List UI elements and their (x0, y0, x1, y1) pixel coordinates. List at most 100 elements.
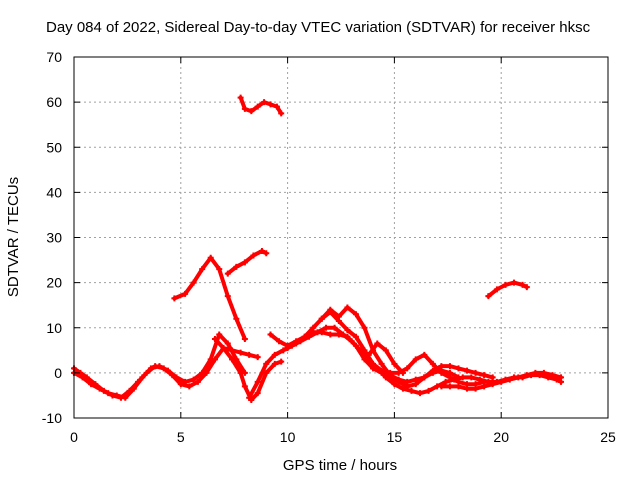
data-point (156, 363, 163, 370)
data-point (207, 356, 214, 363)
y-tick-label: 40 (46, 184, 62, 200)
data-point (455, 374, 462, 381)
data-point (370, 360, 377, 367)
data-point (429, 369, 436, 376)
data-point (523, 284, 530, 291)
data-point (267, 331, 274, 338)
data-point (399, 385, 406, 392)
data-point (254, 390, 261, 397)
data-point (177, 381, 184, 388)
data-point (361, 347, 368, 354)
data-point (186, 383, 193, 390)
y-tick-label: 20 (46, 275, 62, 291)
data-point (425, 387, 432, 394)
data-point (391, 381, 398, 388)
data-point (515, 374, 522, 381)
data-point (344, 304, 351, 311)
data-point (207, 254, 214, 261)
data-point (365, 351, 372, 358)
data-point (378, 367, 385, 374)
data-point (280, 347, 287, 354)
x-tick-label: 15 (387, 429, 403, 445)
y-tick-label: -10 (42, 410, 62, 426)
data-point (182, 290, 189, 297)
x-tick-label: 5 (177, 429, 185, 445)
x-tick-label: 0 (70, 429, 78, 445)
data-point (335, 313, 342, 320)
data-point (263, 250, 270, 257)
data-point (241, 259, 248, 266)
data-point (79, 374, 86, 381)
data-point (498, 378, 505, 385)
data-point (164, 367, 171, 374)
data-point (216, 266, 223, 273)
data-point (224, 293, 231, 300)
x-tick-label: 10 (280, 429, 296, 445)
data-point (233, 263, 240, 270)
y-tick-label: 30 (46, 230, 62, 246)
data-point (481, 372, 488, 379)
data-point (229, 356, 236, 363)
data-point (194, 378, 201, 385)
data-point (412, 376, 419, 383)
data-point (344, 327, 351, 334)
data-point (248, 108, 255, 115)
data-point (220, 345, 227, 352)
data-point (139, 374, 146, 381)
data-point (361, 324, 368, 331)
data-point (271, 351, 278, 358)
data-point (190, 279, 197, 286)
data-point (455, 383, 462, 390)
data-point (558, 374, 565, 381)
data-point (464, 367, 471, 374)
data-point (352, 333, 359, 340)
data-point (301, 333, 308, 340)
data-point (519, 281, 526, 288)
data-point (352, 311, 359, 318)
x-tick-label: 25 (600, 429, 616, 445)
data-point (412, 356, 419, 363)
data-point (493, 286, 500, 293)
data-point (263, 369, 270, 376)
data-point (408, 387, 415, 394)
data-point (105, 390, 112, 397)
data-point (224, 340, 231, 347)
axis-ticks (73, 56, 609, 419)
data-point (171, 295, 178, 302)
data-point (387, 372, 394, 379)
data-point (173, 374, 180, 381)
data-point (310, 324, 317, 331)
data-point (511, 279, 518, 286)
chart-title: Day 084 of 2022, Sidereal Day-to-day VTE… (46, 19, 591, 36)
data-point (263, 360, 270, 367)
data-point (378, 360, 385, 367)
series-line-track-5 (213, 337, 284, 402)
data-point (241, 336, 248, 343)
data-point (88, 381, 95, 388)
data-point (96, 385, 103, 392)
data-point (267, 101, 274, 108)
data-point (438, 383, 445, 390)
data-point (468, 374, 475, 381)
y-tick-label: 50 (46, 139, 62, 155)
data-point (182, 378, 189, 385)
data-point (404, 378, 411, 385)
data-point (472, 385, 479, 392)
data-point (502, 281, 509, 288)
data-point (352, 342, 359, 349)
data-point (374, 340, 381, 347)
data-point (278, 358, 285, 365)
data-point (455, 365, 462, 372)
data-point (485, 293, 492, 300)
data-point (540, 369, 547, 376)
data-point (199, 266, 206, 273)
data-point (446, 369, 453, 376)
data-point (523, 372, 530, 379)
data-point (246, 394, 253, 401)
data-point (237, 369, 244, 376)
data-point (391, 360, 398, 367)
data-point (216, 331, 223, 338)
data-point (446, 363, 453, 370)
